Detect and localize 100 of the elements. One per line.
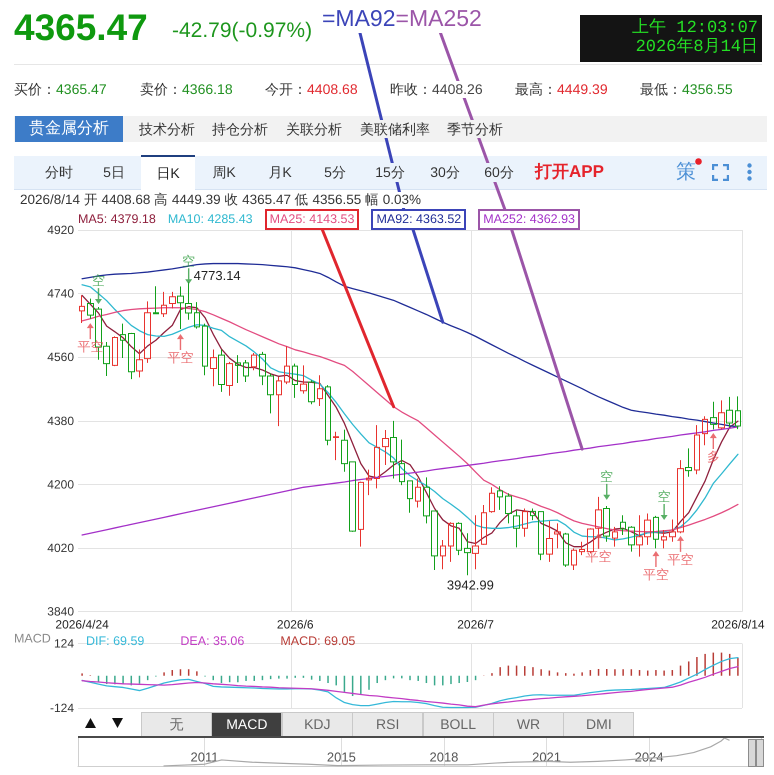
y-tick-label: 124 — [54, 636, 74, 650]
candlestick — [194, 302, 200, 330]
candlestick — [202, 323, 208, 376]
tab: KDJ — [282, 712, 353, 737]
text: MA252: 4362.93 — [478, 209, 580, 230]
data-label: 平空 — [642, 567, 669, 582]
text: 4449.39 — [557, 81, 608, 97]
text: MACD: 69.05 — [280, 633, 356, 650]
candlestick — [571, 548, 577, 570]
text: 打开APP — [535, 162, 604, 181]
candlestick — [538, 511, 544, 561]
candlestick — [694, 424, 700, 475]
text: 关联分析 — [286, 121, 342, 137]
chart-title: MACD — [14, 632, 51, 646]
candlestick — [79, 294, 85, 324]
text: MA10: 4285.43 — [168, 211, 253, 228]
candlestick — [661, 530, 667, 549]
data-label: 平空 — [586, 549, 612, 564]
candlestick — [390, 420, 397, 479]
candlestick — [653, 515, 659, 549]
clock-panel: 上午 12:03:07 2026年8月14日 — [580, 15, 762, 62]
selected-tab: 日K — [141, 155, 195, 190]
candlestick — [374, 424, 380, 489]
y-tick-label: -124 — [50, 701, 74, 715]
text: 周K — [212, 164, 236, 180]
text: 4365.47 — [14, 7, 148, 48]
text: 持仓分析 — [212, 121, 268, 137]
y-tick-label: 4380 — [47, 414, 74, 428]
candlestick — [464, 532, 471, 576]
data-label: 平空 — [167, 350, 194, 366]
y-tick-label: 4560 — [47, 350, 74, 364]
candlestick — [366, 469, 372, 496]
candlestick — [210, 348, 217, 387]
text: 最高： — [515, 81, 557, 97]
text: MA25: 4143.53 — [264, 209, 360, 230]
candlestick — [456, 522, 462, 556]
candlestick — [300, 364, 307, 394]
text: 4366.18 — [182, 81, 233, 97]
candlestick — [620, 514, 626, 536]
x-tick-label: 2018 — [429, 750, 458, 764]
x-tick-label: 2011 — [190, 750, 219, 764]
candlestick — [128, 332, 135, 380]
candlestick — [726, 396, 733, 428]
candlestick — [472, 514, 479, 570]
candlestick — [235, 354, 241, 384]
candlestick — [685, 448, 692, 478]
candlestick — [497, 486, 503, 510]
candlestick — [407, 480, 413, 514]
text: 4356.55 — [682, 81, 733, 97]
x-tick-label: 2026/4/24 — [55, 618, 110, 632]
text: 最低： — [640, 81, 682, 97]
text: DIF: 69.59 — [86, 633, 144, 650]
text: 5分 — [324, 164, 346, 180]
tab: RSI — [352, 712, 424, 737]
tab: DMI — [563, 712, 634, 737]
text: =MA252 — [396, 5, 482, 31]
text: 30分 — [430, 164, 460, 180]
candlestick — [710, 401, 717, 430]
text: 2026/8/14 开 4408.68 高 4449.39 收 4365.47 低 4356.55 幅 0.03% — [20, 192, 422, 207]
text: 60分 — [484, 164, 514, 180]
y-tick-label: 3840 — [47, 604, 74, 619]
candlestick — [218, 348, 225, 392]
text: 昨收： — [390, 81, 432, 97]
candlestick — [718, 400, 725, 430]
candlestick — [579, 541, 585, 556]
candlestick — [144, 300, 151, 364]
text: DEA: 35.06 — [180, 633, 244, 650]
data-label: 空 — [92, 273, 105, 288]
candlestick — [481, 504, 487, 546]
candlestick — [399, 439, 405, 486]
data-label: 空 — [600, 468, 614, 484]
x-tick-label: 2015 — [326, 750, 356, 764]
annotation: 4773.14 — [194, 268, 241, 283]
candlestick — [153, 286, 159, 314]
candlestick — [603, 506, 610, 542]
line-series — [81, 426, 739, 536]
candlestick — [292, 363, 298, 398]
y-tick-label: 4740 — [47, 286, 74, 301]
chart-title: 4365.47 — [56, 81, 107, 97]
tab: 无 — [141, 712, 212, 737]
chart-subtitle: -42.79(-0.97%) — [172, 19, 312, 42]
text: 策 — [676, 161, 696, 183]
tab: WR — [493, 712, 564, 737]
candlestick — [612, 526, 618, 548]
data-label: 空 — [182, 253, 196, 268]
text: 卖价： — [140, 81, 182, 97]
candlestick — [735, 396, 741, 430]
text: 美联储利率 — [360, 121, 430, 137]
candlestick — [284, 346, 290, 385]
candlestick — [554, 522, 561, 549]
text: 5日 — [103, 164, 125, 180]
candlestick — [522, 508, 528, 538]
candlestick — [169, 291, 176, 309]
candlestick — [505, 492, 512, 524]
annotation: 3942.99 — [446, 577, 494, 592]
line-series — [81, 666, 739, 708]
y-tick-label: 4200 — [47, 477, 74, 492]
text: 买价： — [14, 81, 56, 97]
candlestick — [530, 508, 536, 521]
candlestick — [489, 486, 495, 514]
